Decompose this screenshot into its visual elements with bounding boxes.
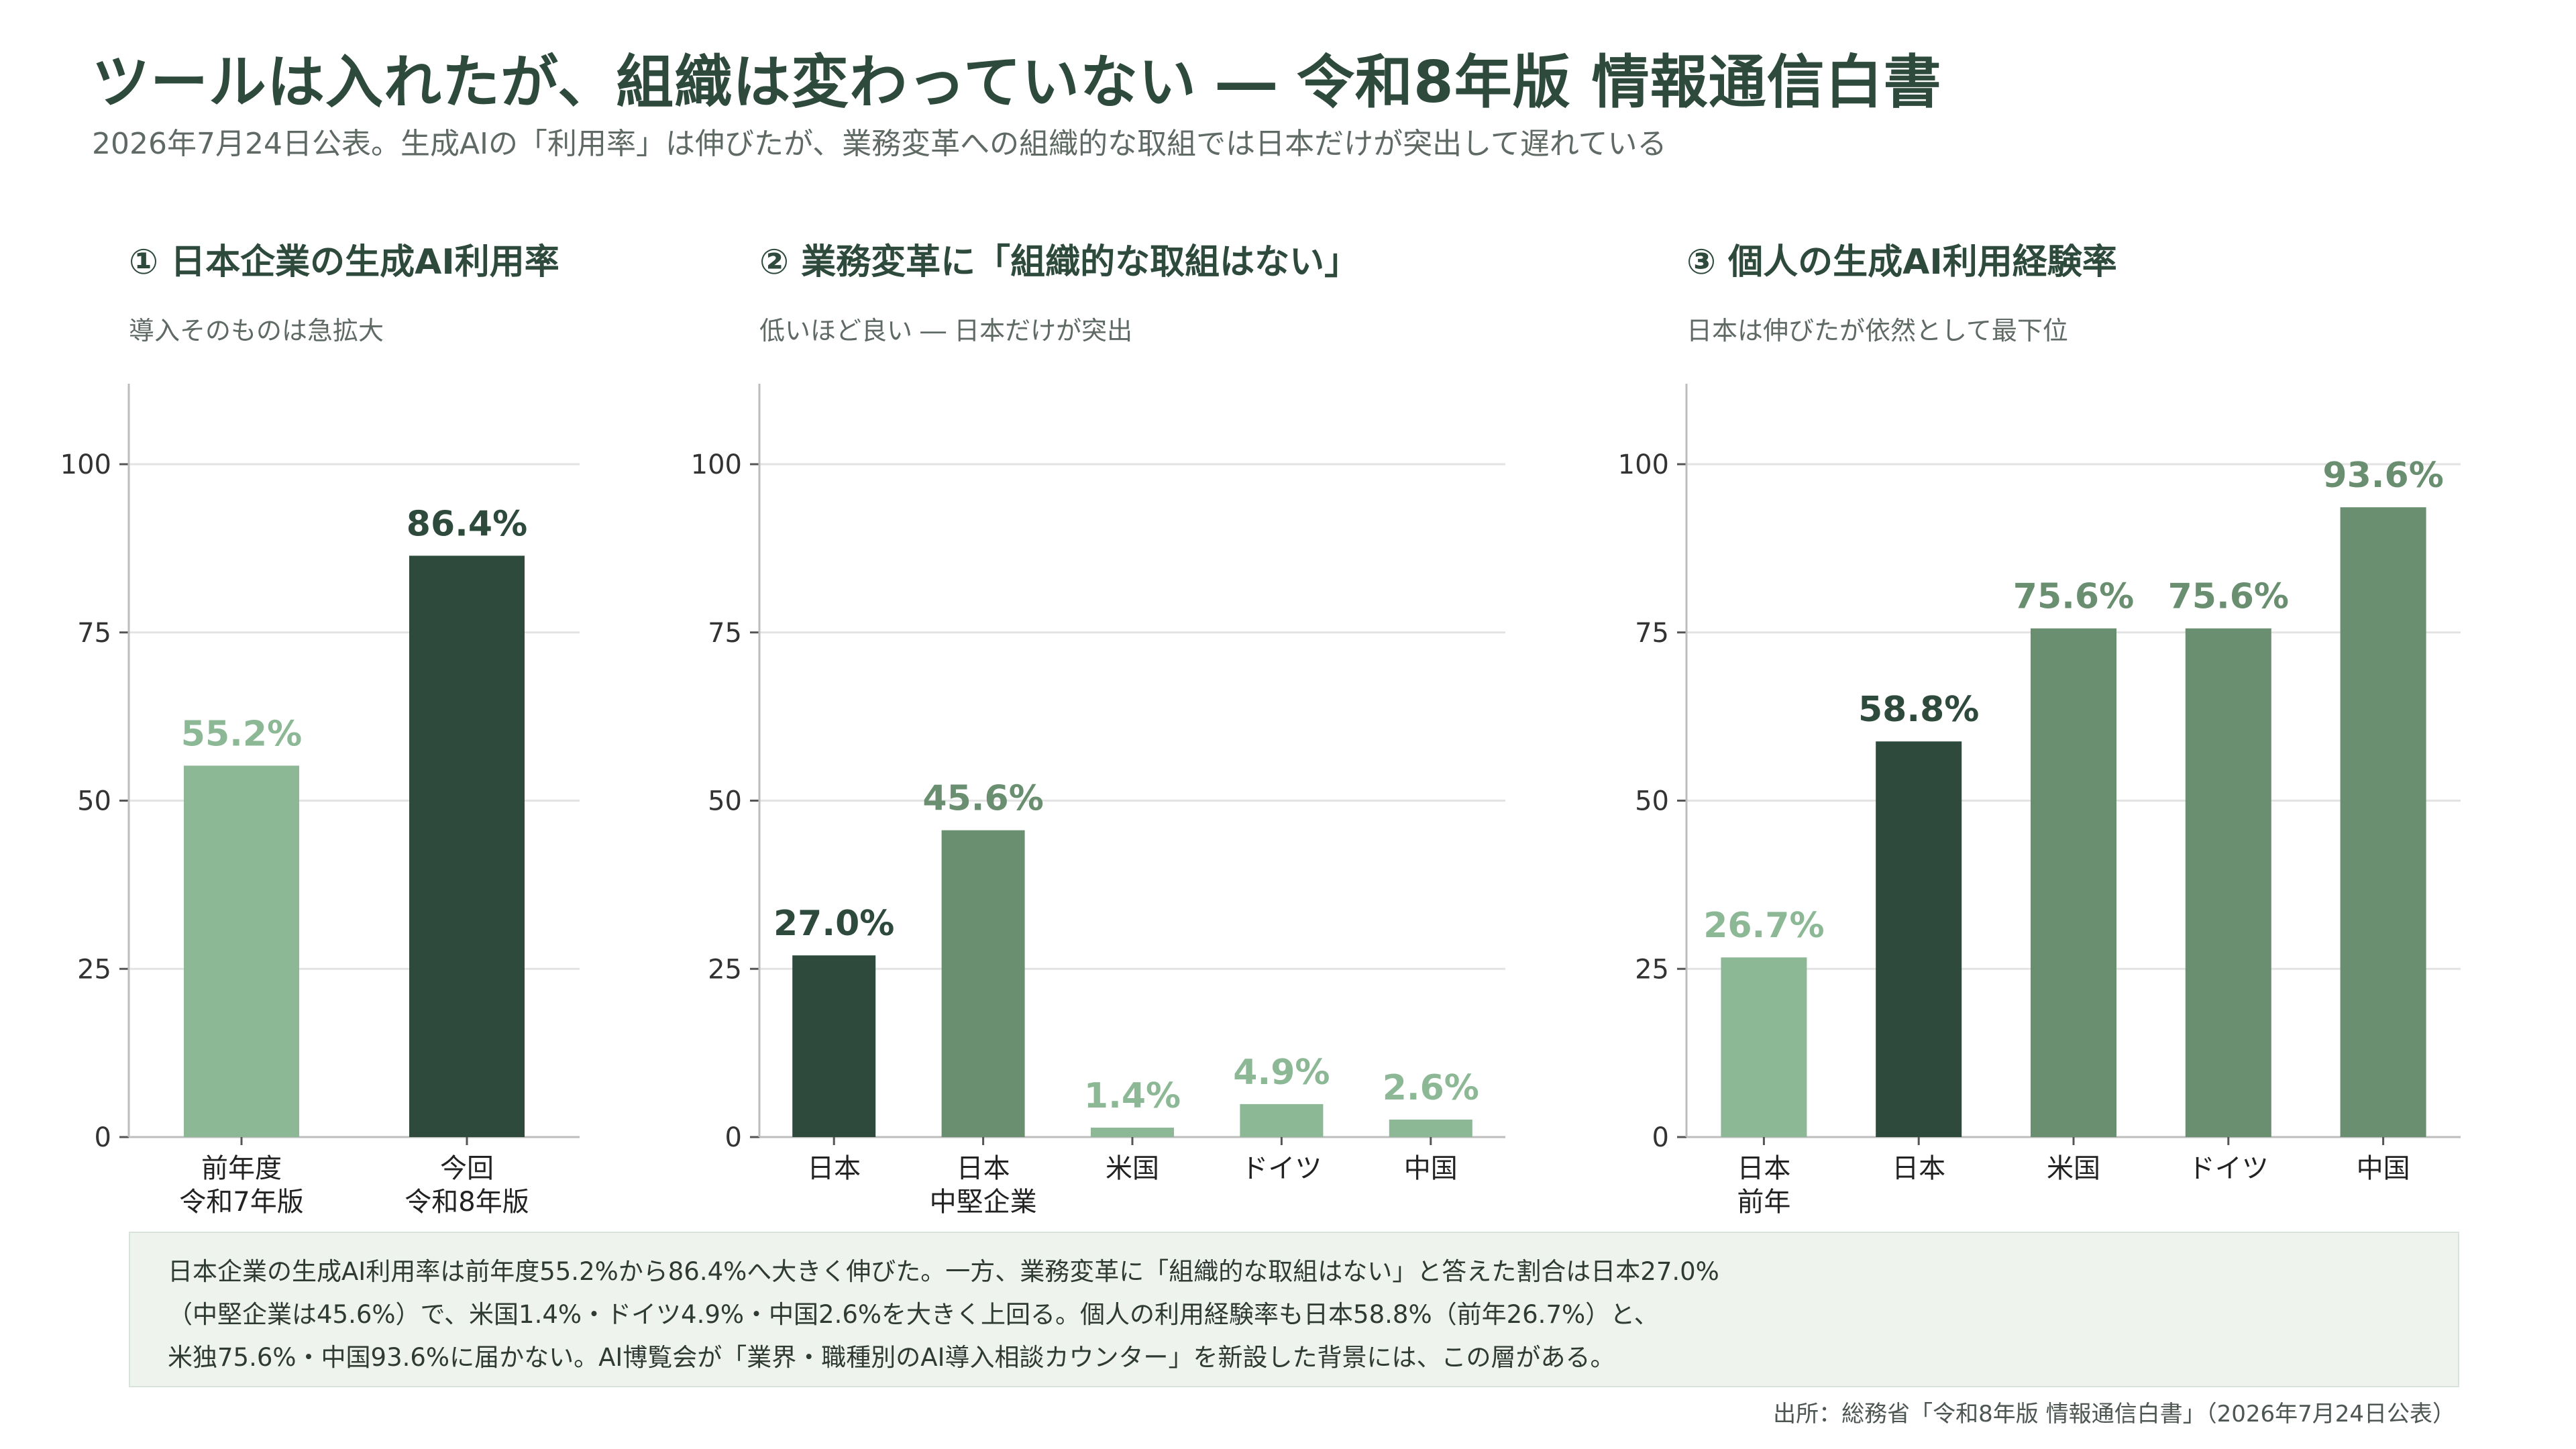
bar xyxy=(1389,1119,1472,1137)
panel-1-title: ① 日本企業の生成AI利用率 xyxy=(129,242,559,282)
bar xyxy=(1721,957,1807,1137)
y-tick-label: 75 xyxy=(1635,618,1669,649)
bar xyxy=(184,765,299,1137)
y-tick-label: 0 xyxy=(725,1122,742,1153)
x-category-label: 中国 xyxy=(2357,1153,2410,1184)
panel-3-title: ③ 個人の生成AI利用経験率 xyxy=(1686,242,2117,282)
bar xyxy=(792,955,876,1137)
y-tick-label: 25 xyxy=(708,954,742,985)
y-tick-label: 0 xyxy=(1652,1122,1669,1153)
x-category-label: ドイツ xyxy=(1241,1153,1322,1184)
bar xyxy=(941,830,1025,1137)
y-tick-label: 50 xyxy=(77,786,111,817)
page-subtitle: 2026年7月24日公表。生成AIの「利用率」は伸びたが、業務変革への組織的な取… xyxy=(92,127,1667,161)
y-tick-label: 100 xyxy=(691,449,742,480)
summary-note-line: （中堅企業は45.6%）で、米国1.4%・ドイツ4.9%・中国2.6%を大きく上… xyxy=(168,1300,1659,1329)
bar-value-label: 93.6% xyxy=(2322,455,2443,496)
panel-2-title: ② 業務変革に「組織的な取組はない」 xyxy=(759,242,1360,282)
bar-value-label: 4.9% xyxy=(1233,1053,1330,1093)
y-tick-label: 25 xyxy=(77,954,111,985)
x-category-label: 中堅企業 xyxy=(930,1187,1037,1218)
bar xyxy=(409,555,525,1137)
bar-value-label: 45.6% xyxy=(922,779,1043,819)
bar-value-label: 86.4% xyxy=(407,504,527,544)
y-tick-label: 75 xyxy=(708,618,742,649)
x-category-label: 日本 xyxy=(1892,1153,1945,1184)
chart-personal-ai-experience: 025507510026.7%日本前年58.8%日本75.6%米国75.6%ドイ… xyxy=(1618,384,2461,1218)
bar xyxy=(1240,1104,1324,1137)
bar xyxy=(1091,1127,1174,1137)
bar-value-label: 27.0% xyxy=(773,904,894,944)
bar-value-label: 75.6% xyxy=(2013,577,2134,617)
bar xyxy=(2031,628,2116,1137)
x-category-label: 令和7年版 xyxy=(179,1187,303,1218)
bar xyxy=(2340,507,2426,1137)
bar xyxy=(2185,628,2271,1137)
x-category-label: 令和8年版 xyxy=(405,1187,529,1218)
x-category-label: 米国 xyxy=(1106,1153,1159,1184)
x-category-label: 日本 xyxy=(807,1153,861,1184)
x-category-label: 前年 xyxy=(1737,1187,1790,1218)
summary-note: 日本企業の生成AI利用率は前年度55.2%から86.4%へ大きく伸びた。一方、業… xyxy=(129,1232,2459,1387)
x-category-label: 中国 xyxy=(1404,1153,1458,1184)
y-tick-label: 50 xyxy=(1635,786,1669,817)
bar xyxy=(1876,741,1962,1137)
y-tick-label: 100 xyxy=(1618,449,1669,480)
source-credit: 出所：総務省「令和8年版 情報通信白書」（2026年7月24日公表） xyxy=(1773,1401,2455,1428)
bar-value-label: 26.7% xyxy=(1703,906,1824,946)
panel-2-subtitle: 低いほど良い ― 日本だけが突出 xyxy=(759,316,1133,345)
x-category-label: 日本 xyxy=(1737,1153,1790,1184)
bar-value-label: 58.8% xyxy=(1858,690,1979,730)
bar-value-label: 75.6% xyxy=(2168,577,2289,617)
x-category-label: 米国 xyxy=(2047,1153,2100,1184)
bar-value-label: 1.4% xyxy=(1084,1076,1181,1116)
y-tick-label: 75 xyxy=(77,618,111,649)
summary-note-line: 米独75.6%・中国93.6%に届かない。AI博覧会が「業界・職種別のAI導入相… xyxy=(168,1343,1615,1372)
y-tick-label: 0 xyxy=(95,1122,111,1153)
panel-3-subtitle: 日本は伸びたが依然として最下位 xyxy=(1686,316,2068,345)
summary-note-line: 日本企業の生成AI利用率は前年度55.2%から86.4%へ大きく伸びた。一方、業… xyxy=(168,1257,1719,1286)
y-tick-label: 100 xyxy=(60,449,111,480)
x-category-label: 日本 xyxy=(957,1153,1010,1184)
page-title: ツールは入れたが、組織は変わっていない ― 令和8年版 情報通信白書 xyxy=(92,49,1942,116)
panel-1-subtitle: 導入そのものは急拡大 xyxy=(129,316,384,345)
x-category-label: 前年度 xyxy=(201,1153,282,1184)
chart-no-org-effort: 025507510027.0%日本45.6%日本中堅企業1.4%米国4.9%ドイ… xyxy=(691,384,1505,1218)
x-category-label: 今回 xyxy=(440,1153,494,1184)
bar-value-label: 2.6% xyxy=(1383,1068,1479,1108)
y-tick-label: 25 xyxy=(1635,954,1669,985)
x-category-label: ドイツ xyxy=(2188,1153,2269,1184)
y-tick-label: 50 xyxy=(708,786,742,817)
bar-value-label: 55.2% xyxy=(181,714,302,754)
